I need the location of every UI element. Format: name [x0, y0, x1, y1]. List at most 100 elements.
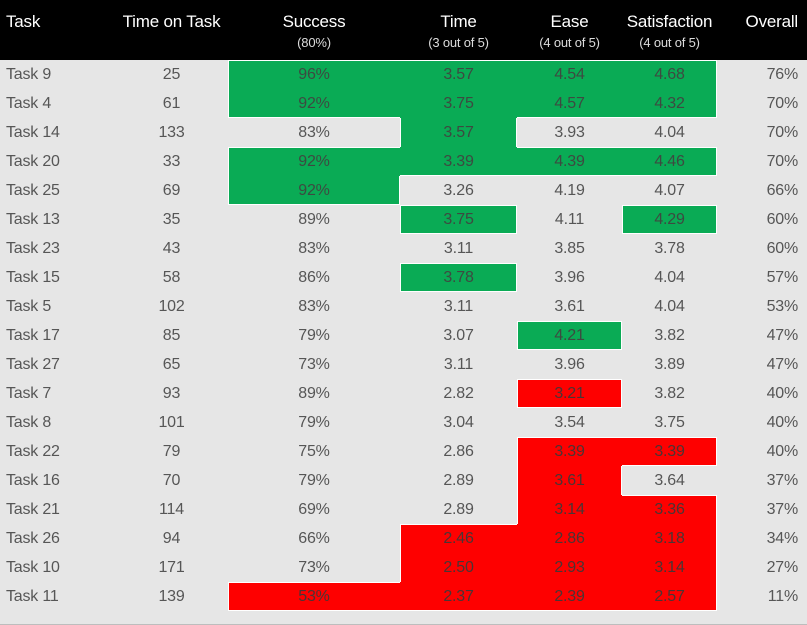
cell-overall: 70% — [766, 94, 799, 112]
cell-success: 89% — [298, 210, 330, 228]
cell-satisfaction: 3.82 — [654, 384, 685, 402]
cell-task: Task 5 — [6, 297, 52, 315]
cell-time_on_task: 139 — [158, 587, 185, 605]
column-header-label: Overall — [745, 12, 799, 31]
cell-satisfaction: 3.64 — [654, 471, 685, 489]
cell-time_on_task: 35 — [162, 210, 181, 228]
cell-overall: 66% — [766, 181, 799, 199]
cell-time: 2.89 — [443, 471, 474, 489]
cell-time: 3.26 — [443, 181, 474, 199]
cell-time_on_task: 79 — [162, 442, 181, 460]
cell-ease: 3.85 — [554, 239, 585, 257]
cell-success: 92% — [228, 147, 400, 176]
cell-overall: 40% — [766, 442, 799, 460]
cell-time_on_task: 94 — [162, 529, 181, 547]
column-header-label: Time — [440, 12, 477, 31]
column-header-subline: (3 out of 5) — [428, 35, 489, 50]
table-row: Task 20 33 92% 3.39 4.39 4.46 70% — [0, 147, 807, 176]
cell-overall: 57% — [766, 268, 799, 286]
column-header-overall[interactable]: Overall — [717, 0, 807, 60]
cell-task: Task 23 — [6, 239, 60, 257]
cell-satisfaction: 3.75 — [654, 413, 685, 431]
cell-overall: 47% — [766, 326, 799, 344]
cell-ease: 4.39 — [517, 147, 622, 176]
cell-overall: 60% — [766, 239, 799, 257]
column-header-label: Time on Task — [122, 12, 221, 31]
cell-satisfaction: 2.57 — [622, 582, 717, 611]
cell-time: 3.75 — [400, 89, 517, 118]
cell-satisfaction: 4.04 — [654, 297, 685, 315]
column-header-time-on-task[interactable]: Time on Task — [115, 0, 228, 60]
cell-overall: 40% — [766, 384, 799, 402]
cell-ease: 2.93 — [517, 553, 622, 582]
cell-overall: 53% — [766, 297, 799, 315]
column-header-satisfaction[interactable]: Satisfaction (4 out of 5) — [622, 0, 717, 60]
cell-success: 79% — [298, 471, 330, 489]
cell-time: 3.07 — [443, 326, 474, 344]
cell-task: Task 25 — [6, 181, 60, 199]
cell-time: 3.57 — [400, 60, 517, 89]
cell-time: 3.11 — [443, 355, 474, 373]
cell-time_on_task: 70 — [162, 471, 181, 489]
cell-time_on_task: 102 — [158, 297, 185, 315]
cell-ease: 3.39 — [517, 437, 622, 466]
column-header-subline: (4 out of 5) — [639, 35, 700, 50]
cell-overall: 47% — [766, 355, 799, 373]
cell-success: 83% — [298, 123, 330, 141]
cell-task: Task 15 — [6, 268, 60, 286]
cell-time: 3.39 — [400, 147, 517, 176]
cell-ease: 3.93 — [554, 123, 585, 141]
cell-satisfaction: 4.46 — [622, 147, 717, 176]
column-header-label: Satisfaction — [626, 12, 713, 31]
column-header-task[interactable]: Task — [0, 0, 115, 60]
cell-ease: 4.21 — [517, 321, 622, 350]
cell-overall: 76% — [766, 65, 799, 83]
column-header-subline: (4 out of 5) — [539, 35, 600, 50]
cell-success: 66% — [298, 529, 330, 547]
table-footer-spacer — [0, 611, 807, 624]
cell-satisfaction: 3.14 — [622, 553, 717, 582]
cell-task: Task 10 — [6, 558, 60, 576]
cell-ease: 4.54 — [517, 60, 622, 89]
cell-time_on_task: 61 — [162, 94, 181, 112]
cell-success: 83% — [298, 239, 330, 257]
cell-ease: 4.57 — [517, 89, 622, 118]
cell-overall: 34% — [766, 529, 799, 547]
cell-ease: 3.21 — [517, 379, 622, 408]
cell-satisfaction: 4.32 — [622, 89, 717, 118]
cell-time_on_task: 101 — [158, 413, 185, 431]
cell-time: 3.11 — [443, 297, 474, 315]
cell-time: 2.50 — [400, 553, 517, 582]
cell-time: 2.86 — [443, 442, 474, 460]
cell-time_on_task: 58 — [162, 268, 181, 286]
cell-time: 3.04 — [443, 413, 474, 431]
cell-task: Task 8 — [6, 413, 52, 431]
column-header-success[interactable]: Success (80%) — [228, 0, 400, 60]
column-header-time[interactable]: Time (3 out of 5) — [400, 0, 517, 60]
cell-success: 75% — [298, 442, 330, 460]
cell-success: 53% — [228, 582, 400, 611]
cell-time_on_task: 85 — [162, 326, 181, 344]
column-header-label: Ease — [550, 12, 589, 31]
cell-overall: 60% — [766, 210, 799, 228]
cell-ease: 3.61 — [517, 466, 622, 495]
cell-ease: 3.96 — [554, 268, 585, 286]
cell-satisfaction: 4.04 — [654, 268, 685, 286]
cell-overall: 40% — [766, 413, 799, 431]
cell-success: 96% — [228, 60, 400, 89]
table-row: Task 11 139 53% 2.37 2.39 2.57 11% — [0, 582, 807, 611]
cell-satisfaction: 4.07 — [654, 181, 685, 199]
column-header-ease[interactable]: Ease (4 out of 5) — [517, 0, 622, 60]
cell-ease: 2.86 — [517, 524, 622, 553]
cell-time: 3.11 — [443, 239, 474, 257]
cell-time: 3.57 — [400, 118, 517, 147]
table-row: Task 10 171 73% 2.50 2.93 3.14 27% — [0, 553, 807, 582]
cell-time: 2.37 — [400, 582, 517, 611]
cell-success: 69% — [298, 500, 330, 518]
cell-task: Task 4 — [6, 94, 52, 112]
cell-task: Task 21 — [6, 500, 60, 518]
cell-success: 86% — [298, 268, 330, 286]
cell-task: Task 9 — [6, 65, 52, 83]
table-header-row: Task Time on Task Success (80%) Time (3 … — [0, 0, 807, 60]
cell-ease: 4.19 — [554, 181, 585, 199]
